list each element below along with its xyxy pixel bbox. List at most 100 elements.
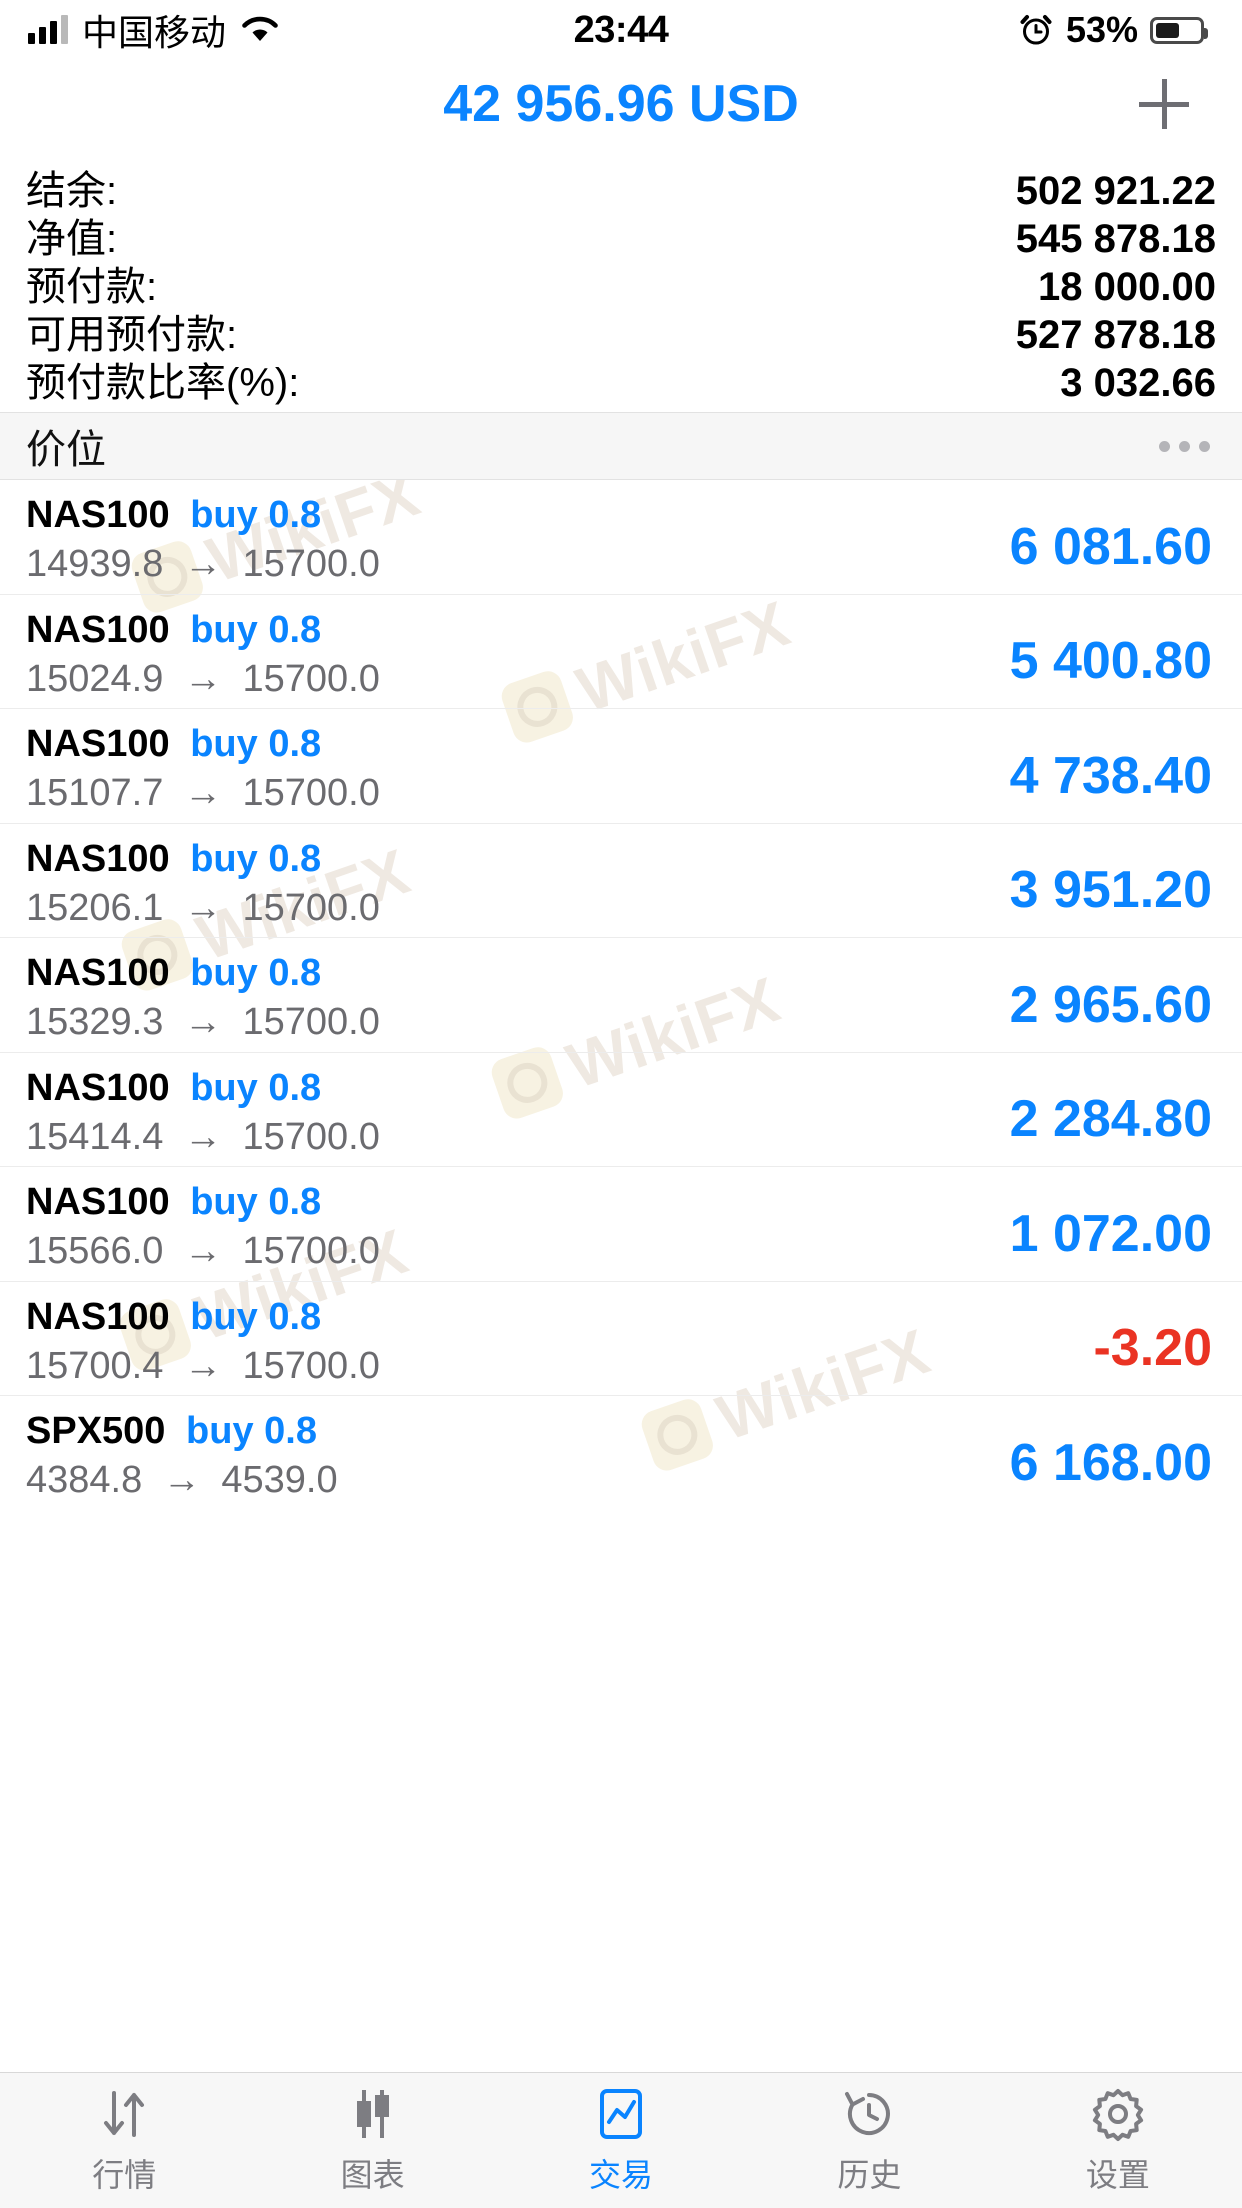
tab-label: 图表 — [340, 2156, 405, 2193]
tab-label: 交易 — [589, 2156, 654, 2193]
gear-icon — [1090, 2086, 1146, 2142]
position-profit: 6 081.60 — [1009, 517, 1212, 576]
position-open-price: 15414.4 — [26, 1115, 164, 1158]
tab-settings[interactable]: 设置 — [994, 2073, 1242, 2208]
position-prices: 15024.9 → 15700.0 — [26, 658, 380, 701]
position-title: NAS100 buy 0.8 — [26, 1181, 380, 1224]
alarm-clock-icon — [1018, 12, 1054, 48]
arrow-right-icon: → — [183, 543, 222, 585]
positions-list[interactable]: WikiFX WikiFX WikiFX WikiFX WikiFX WikiF… — [0, 480, 1242, 2072]
position-symbol: NAS100 — [26, 1066, 170, 1109]
position-prices: 15206.1 → 15700.0 — [26, 887, 380, 930]
table-row[interactable]: NAS100 buy 0.8 15107.7 → 15700.0 4 738.4… — [0, 709, 1242, 824]
positions-section-header: 价位 — [0, 412, 1242, 480]
position-prices: 14939.8 → 15700.0 — [26, 543, 380, 586]
position-info: NAS100 buy 0.8 15414.4 → 15700.0 — [26, 1067, 380, 1159]
position-profit: 2 965.60 — [1009, 975, 1212, 1034]
positions-section-title: 价位 — [26, 428, 106, 472]
position-info: NAS100 buy 0.8 15700.4 → 15700.0 — [26, 1296, 380, 1388]
position-direction-volume: buy 0.8 — [190, 1295, 322, 1338]
position-prices: 4384.8 → 4539.0 — [26, 1459, 338, 1502]
position-profit: 2 284.80 — [1009, 1090, 1212, 1149]
tab-label: 行情 — [92, 2156, 157, 2193]
arrow-right-icon: → — [183, 1115, 222, 1158]
position-direction-volume: buy 0.8 — [190, 723, 322, 765]
position-title: NAS100 buy 0.8 — [26, 723, 380, 766]
summary-value: 18 000.00 — [1038, 265, 1216, 309]
position-profit: 1 072.00 — [1009, 1204, 1212, 1263]
tab-label: 设置 — [1085, 2156, 1150, 2193]
position-title: SPX500 buy 0.8 — [26, 1410, 338, 1453]
arrow-right-icon: → — [162, 1459, 201, 1501]
account-summary: 结余: 502 921.22 净值: 545 878.18 预付款: 18 00… — [0, 148, 1242, 412]
position-title: NAS100 buy 0.8 — [26, 609, 380, 652]
table-row[interactable]: NAS100 buy 0.8 15024.9 → 15700.0 5 400.8… — [0, 595, 1242, 709]
tab-label: 历史 — [837, 2156, 902, 2193]
status-bar-right: 53% — [1018, 9, 1208, 51]
position-profit: 3 951.20 — [1009, 861, 1212, 920]
position-current-price: 15700.0 — [242, 1001, 380, 1043]
arrows-up-down-icon — [96, 2086, 152, 2142]
summary-label: 净值: — [26, 217, 118, 261]
position-direction-volume: buy 0.8 — [190, 952, 322, 994]
tab-quotes[interactable]: 行情 — [0, 2073, 248, 2208]
plus-icon[interactable] — [1132, 72, 1196, 136]
position-profit: 5 400.80 — [1009, 632, 1212, 691]
signal-bars-icon — [28, 15, 68, 44]
table-row[interactable]: NAS100 buy 0.8 15700.4 → 15700.0 -3.20 — [0, 1282, 1242, 1396]
tab-trade[interactable]: 交易 — [497, 2073, 745, 2208]
position-symbol: NAS100 — [26, 1295, 170, 1338]
tab-history[interactable]: 历史 — [745, 2073, 993, 2208]
position-info: NAS100 buy 0.8 15024.9 → 15700.0 — [26, 609, 380, 701]
position-title: NAS100 buy 0.8 — [26, 1296, 380, 1339]
line-chart-square-icon — [593, 2086, 649, 2142]
battery-icon — [1150, 16, 1208, 44]
position-info: NAS100 buy 0.8 15566.0 → 15700.0 — [26, 1181, 380, 1273]
summary-label: 可用预付款: — [26, 313, 238, 357]
clock-history-icon — [841, 2086, 897, 2142]
table-row[interactable]: NAS100 buy 0.8 15206.1 → 15700.0 3 951.2… — [0, 824, 1242, 938]
position-info: SPX500 buy 0.8 4384.8 → 4539.0 — [26, 1410, 338, 1502]
position-prices: 15107.7 → 15700.0 — [26, 772, 380, 815]
position-info: NAS100 buy 0.8 15206.1 → 15700.0 — [26, 838, 380, 930]
summary-value: 3 032.66 — [1060, 361, 1216, 405]
position-direction-volume: buy 0.8 — [190, 1066, 322, 1109]
account-equity-value: 42 956.96 USD — [443, 75, 799, 133]
position-info: NAS100 buy 0.8 15329.3 → 15700.0 — [26, 952, 380, 1044]
summary-value: 545 878.18 — [1015, 217, 1216, 261]
table-row[interactable]: NAS100 buy 0.8 15414.4 → 15700.0 2 284.8… — [0, 1053, 1242, 1167]
position-current-price: 15700.0 — [242, 657, 380, 700]
position-open-price: 14939.8 — [26, 543, 164, 585]
position-open-price: 15024.9 — [26, 657, 164, 700]
tab-charts[interactable]: 图表 — [248, 2073, 496, 2208]
arrow-right-icon: → — [183, 657, 222, 700]
account-equity-header: 42 956.96 USD — [0, 60, 1242, 148]
arrow-right-icon: → — [183, 886, 222, 929]
bottom-tab-bar: 行情 图表 交易 — [0, 2072, 1242, 2208]
summary-label: 预付款: — [26, 265, 158, 309]
position-profit: 4 738.40 — [1009, 746, 1212, 805]
position-profit: -3.20 — [1093, 1319, 1212, 1378]
summary-label: 结余: — [26, 169, 118, 213]
table-row[interactable]: NAS100 buy 0.8 14939.8 → 15700.0 6 081.6… — [0, 480, 1242, 595]
position-info: NAS100 buy 0.8 15107.7 → 15700.0 — [26, 723, 380, 815]
table-row[interactable]: SPX500 buy 0.8 4384.8 → 4539.0 6 168.00 — [0, 1396, 1242, 1511]
position-open-price: 15566.0 — [26, 1230, 164, 1272]
candlestick-chart-icon — [345, 2086, 401, 2142]
arrow-right-icon: → — [183, 1001, 222, 1043]
table-row[interactable]: NAS100 buy 0.8 15329.3 → 15700.0 2 965.6… — [0, 938, 1242, 1053]
position-symbol: NAS100 — [26, 608, 170, 651]
position-symbol: NAS100 — [26, 723, 170, 765]
position-symbol: NAS100 — [26, 1181, 170, 1223]
more-horizontal-icon[interactable] — [1159, 440, 1210, 452]
position-title: NAS100 buy 0.8 — [26, 838, 380, 881]
position-current-price: 4539.0 — [221, 1459, 338, 1501]
position-symbol: NAS100 — [26, 837, 170, 880]
position-current-price: 15700.0 — [242, 543, 380, 585]
table-row[interactable]: NAS100 buy 0.8 15566.0 → 15700.0 1 072.0… — [0, 1167, 1242, 1282]
position-open-price: 15107.7 — [26, 772, 164, 814]
summary-value: 502 921.22 — [1015, 169, 1216, 213]
position-title: NAS100 buy 0.8 — [26, 1067, 380, 1110]
position-direction-volume: buy 0.8 — [190, 837, 322, 880]
